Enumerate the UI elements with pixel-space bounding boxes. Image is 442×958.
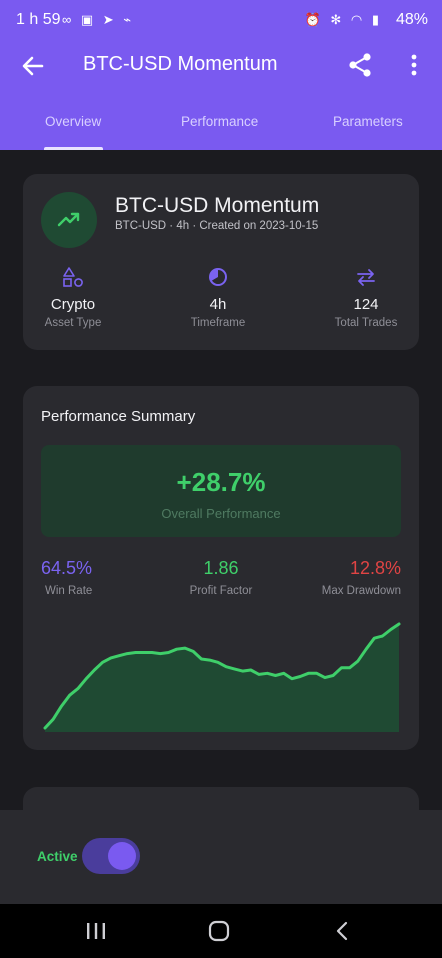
tab-indicator — [44, 147, 103, 150]
chart-area — [45, 624, 399, 732]
performance-summary-card: Performance Summary +28.7% Overall Perfo… — [23, 386, 419, 750]
tab-performance[interactable]: Performance — [181, 114, 259, 129]
toggle-knob — [108, 842, 136, 870]
app-bar: BTC-USD Momentum — [0, 40, 442, 92]
metric-win-rate: 64.5% Win Rate — [41, 558, 92, 597]
shapes-icon — [63, 267, 83, 287]
swap-icon — [357, 269, 375, 286]
stat-label: Timeframe — [190, 317, 246, 329]
stat-label: Asset Type — [44, 317, 102, 329]
page-title: BTC-USD Momentum — [83, 53, 278, 75]
overall-performance-label: Overall Performance — [161, 506, 281, 521]
battery-level: 48% — [395, 11, 428, 28]
stat-timeframe: 4h Timeframe — [168, 266, 268, 329]
strategy-meta: BTC-USD · 4h · Created on 2023-10-15 — [115, 220, 319, 232]
metric-value: 64.5% — [41, 558, 93, 578]
equity-chart — [43, 622, 401, 732]
recents-icon[interactable] — [84, 920, 108, 942]
chart-line — [43, 622, 401, 730]
home-icon[interactable] — [208, 920, 230, 942]
scroll-content[interactable]: BTC-USD Momentum BTC-USD · 4h · Created … — [0, 150, 442, 810]
tab-overview[interactable]: Overview — [45, 114, 102, 129]
overall-performance-box: +28.7% Overall Performance — [41, 445, 401, 537]
system-icons: ⏰ ✻ ◠ ▮ — [304, 12, 382, 27]
overall-performance-value: +28.7% — [176, 467, 266, 497]
active-toggle[interactable] — [82, 838, 140, 874]
next-card — [23, 787, 419, 810]
metric-max-drawdown: 12.8% Max Drawdown — [322, 558, 401, 597]
status-bar: 1 h 59 ∞ ▣ ➤ ⌁ ⏰ ✻ ◠ ▮ 48% — [0, 0, 442, 40]
metric-label: Profit Factor — [189, 585, 253, 597]
stat-value: 4h — [209, 296, 227, 313]
back-nav-icon[interactable] — [334, 920, 350, 942]
metric-label: Max Drawdown — [321, 585, 401, 597]
stat-value: 124 — [353, 296, 379, 313]
active-label: Active — [37, 849, 78, 864]
tab-bar: Overview Performance Parameters — [0, 92, 442, 150]
stat-asset-type: Crypto Asset Type — [23, 266, 123, 329]
strategy-name: BTC-USD Momentum — [115, 194, 320, 217]
more-vert-icon[interactable] — [402, 51, 426, 79]
stat-value: Crypto — [50, 296, 96, 313]
stat-total-trades: 124 Total Trades — [316, 266, 416, 329]
section-title: Performance Summary — [41, 408, 196, 425]
tab-parameters[interactable]: Parameters — [333, 114, 403, 129]
metric-label: Win Rate — [45, 585, 93, 597]
metric-profit-factor: 1.86 Profit Factor — [171, 558, 271, 597]
strategy-card: BTC-USD Momentum BTC-USD · 4h · Created … — [23, 174, 419, 350]
stat-label: Total Trades — [334, 317, 398, 329]
timer-icon — [209, 268, 227, 286]
share-icon[interactable] — [346, 51, 374, 79]
metric-value: 1.86 — [203, 558, 239, 578]
status-time: 1 h 59 — [16, 11, 61, 28]
notification-icons: ∞ ▣ ➤ ⌁ — [62, 12, 135, 27]
back-arrow-icon[interactable] — [18, 51, 48, 81]
trending-up-icon — [41, 192, 97, 248]
bottom-bar: Active — [0, 810, 442, 904]
system-nav-bar — [0, 904, 442, 958]
metric-value: 12.8% — [349, 558, 401, 578]
